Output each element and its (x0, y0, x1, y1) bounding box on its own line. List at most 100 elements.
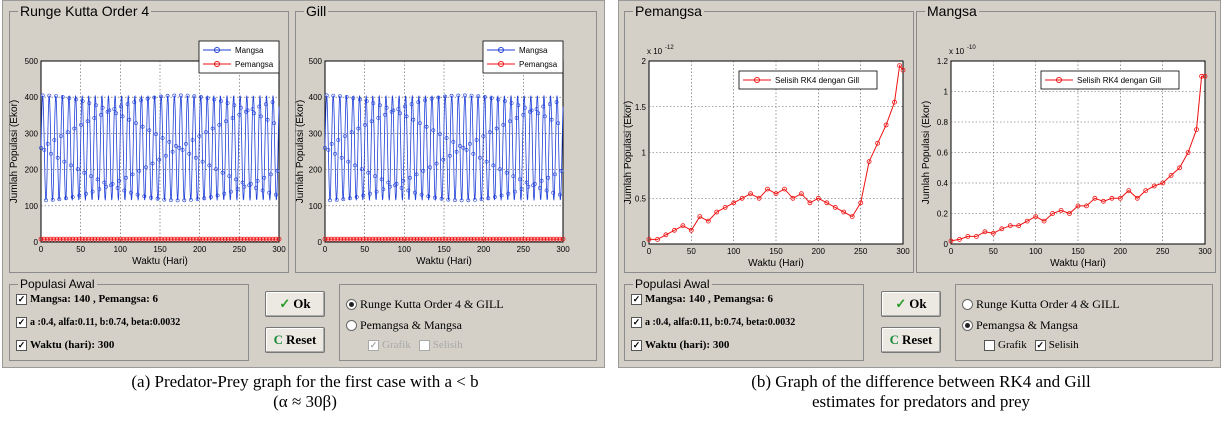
series-marker-mangsa (421, 168, 426, 173)
radio-icon[interactable] (346, 320, 357, 331)
series-marker-mangsa (225, 101, 230, 106)
checkbox-selisih-icon[interactable]: ✓ (1034, 339, 1046, 351)
x-tick-label: 250 (517, 245, 531, 254)
reset-button[interactable]: C Reset (265, 327, 325, 353)
checkbox-icon[interactable]: ✓ (16, 293, 27, 305)
series-marker-selisih (892, 99, 897, 105)
checkbox-icon[interactable]: ✓ (16, 317, 27, 328)
series-marker-pemangsa (484, 236, 490, 242)
series-marker-selisih (849, 214, 855, 220)
checkbox-icon[interactable]: ✓ (631, 339, 642, 351)
series-marker-pemangsa (449, 236, 455, 242)
series-marker-mangsa (94, 103, 98, 108)
series-marker-selisih (875, 140, 881, 146)
series-marker-mangsa (65, 130, 70, 135)
series-marker-pemangsa (197, 236, 203, 242)
series-marker-mangsa (188, 197, 193, 202)
series-marker-pemangsa (108, 236, 114, 242)
series-marker-mangsa (205, 96, 210, 101)
series-marker-mangsa (232, 103, 237, 108)
reset-button[interactable]: C Reset (881, 327, 941, 353)
window-rk4-gill: Runge Kutta Order 4 Gill 0 50 100 150 200 250… (2, 0, 605, 368)
ok-button[interactable]: ✓ Ok (265, 291, 325, 317)
x-tick-label: 50 (989, 247, 998, 256)
series-marker-mangsa (130, 172, 135, 177)
series-marker-mangsa (55, 155, 60, 160)
series-marker-pemangsa (411, 236, 417, 242)
group-mangsa-title: Mangsa (925, 3, 979, 19)
series-marker-mangsa (491, 163, 496, 168)
radio-rk4-gill[interactable]: Runge Kutta Order 4 & GILL (962, 297, 1120, 312)
series-marker-mangsa (516, 103, 521, 108)
series-marker-mangsa (44, 198, 48, 203)
radio-selected-icon[interactable] (962, 320, 973, 331)
radio-pemangsa-mangsa[interactable]: Pemangsa & Mangsa (346, 318, 462, 333)
radio-selected-icon[interactable] (346, 299, 357, 310)
legend-label: Mangsa (519, 46, 548, 55)
series-marker-selisih (883, 122, 889, 128)
row-initial-pop[interactable]: ✓ Mangsa: 140 , Pemangsa: 6 (631, 293, 773, 305)
row-params[interactable]: ✓ a :0.4, alfa:0.11, b:0.74, beta:0.0032 (16, 317, 180, 328)
controls-group: Populasi Awal ✓ Mangsa: 140 , Pemangsa: 6… (624, 276, 864, 361)
series-marker-selisih (973, 233, 979, 239)
series-marker-pemangsa (379, 236, 385, 242)
y-tick-label: 100 (25, 202, 39, 211)
series-marker-pemangsa (547, 236, 553, 242)
series-marker-pemangsa (433, 236, 439, 242)
series-marker-pemangsa (159, 236, 165, 242)
series-marker-selisih (1177, 165, 1182, 171)
series-marker-mangsa (268, 172, 273, 177)
series-marker-selisih (1033, 214, 1039, 220)
series-marker-mangsa (416, 100, 421, 105)
series-marker-pemangsa (341, 236, 347, 242)
checkbox-icon[interactable]: ✓ (631, 317, 642, 328)
series-marker-pemangsa (168, 236, 174, 242)
series-marker-selisih (1084, 203, 1089, 209)
x-tick-label: 0 (323, 245, 328, 254)
series-marker-pemangsa (455, 236, 461, 242)
series-marker-pemangsa (276, 236, 282, 242)
series-marker-pemangsa (111, 236, 117, 242)
row-params[interactable]: ✓ a :0.4, alfa:0.11, b:0.74, beta:0.0032 (631, 317, 795, 328)
x-tick-label: 100 (1029, 247, 1043, 256)
series-marker-pemangsa (398, 236, 404, 242)
series-marker-mangsa (137, 168, 142, 173)
series-marker-selisih (1168, 172, 1174, 178)
series-marker-pemangsa (124, 236, 130, 242)
y-tick-label: 0 (318, 238, 323, 247)
x-tick-label: 200 (477, 245, 491, 254)
series-marker-mangsa (351, 96, 356, 101)
series-marker-mangsa (157, 157, 162, 162)
series-marker-mangsa (77, 193, 82, 198)
y-scale-factor: x 10 (949, 47, 965, 56)
series-marker-pemangsa (181, 236, 187, 242)
caption-b-line2: estimates for predators and prey (811, 392, 1031, 411)
row-initial-pop[interactable]: ✓ Mangsa: 140 , Pemangsa: 6 (16, 293, 158, 305)
series-marker-mangsa (366, 170, 371, 175)
checkbox-grafik-icon[interactable] (984, 339, 995, 351)
series-marker-mangsa (75, 167, 80, 172)
series-marker-mangsa (90, 189, 95, 194)
series-marker-mangsa (414, 172, 419, 177)
row-time[interactable]: ✓ Waktu (hari): 300 (16, 339, 114, 351)
series-marker-mangsa (482, 95, 487, 99)
series-marker-mangsa (162, 197, 167, 202)
series-marker-mangsa (379, 177, 384, 182)
ok-button[interactable]: ✓ Ok (881, 291, 941, 317)
row-time[interactable]: ✓ Waktu (hari): 300 (631, 339, 729, 351)
series-marker-selisih (948, 238, 954, 244)
radio-pemangsa-mangsa[interactable]: Pemangsa & Mangsa (962, 318, 1078, 333)
series-marker-selisih (858, 200, 864, 206)
radio-rk4-gill[interactable]: Runge Kutta Order 4 & GILL (346, 297, 504, 312)
checkbox-icon[interactable]: ✓ (16, 339, 27, 351)
series-marker-mangsa (152, 95, 157, 100)
series-marker-mangsa (328, 198, 332, 203)
controls-group: Populasi Awal ✓ Mangsa: 140 , Pemangsa: 6… (9, 276, 249, 361)
series-marker-mangsa (172, 93, 177, 98)
series-marker-pemangsa (238, 236, 244, 242)
series-marker-mangsa (551, 190, 556, 195)
checkbox-icon[interactable]: ✓ (631, 293, 642, 305)
radio-icon[interactable] (962, 299, 973, 310)
series-marker-pemangsa (344, 236, 350, 242)
series-marker-mangsa (192, 94, 197, 99)
